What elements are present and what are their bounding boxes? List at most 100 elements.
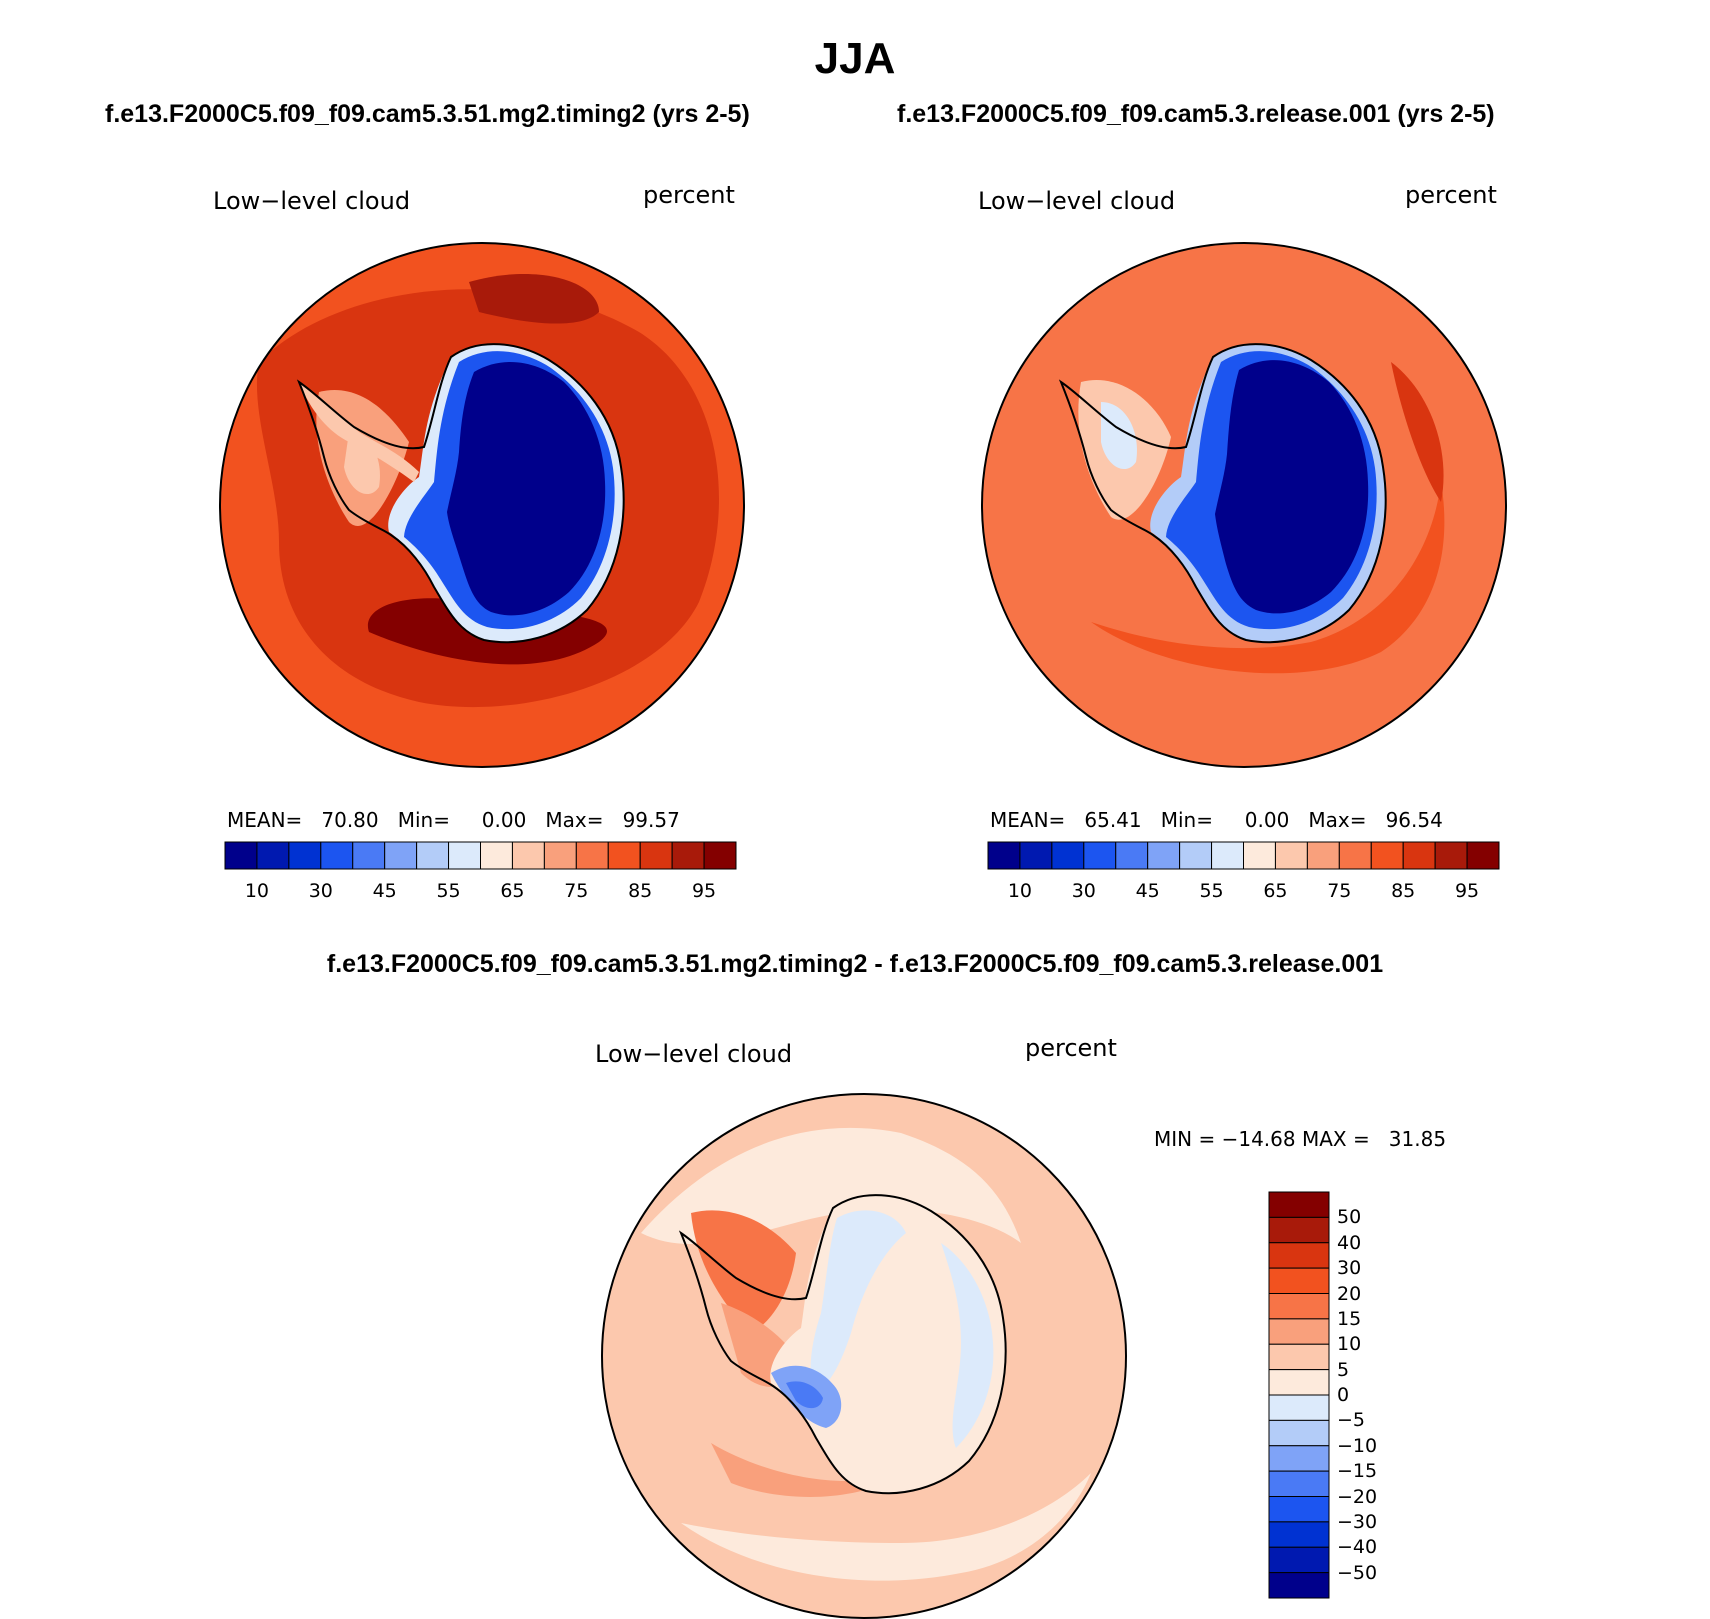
left-mean-value: 70.80 <box>321 808 379 832</box>
diff-colorbar-box <box>1268 1267 1330 1295</box>
left-colorbar-box <box>352 841 386 870</box>
right-ocean-lighter <box>1101 402 1137 470</box>
right-colorbar-box <box>1211 841 1244 870</box>
diff-colorbar-box <box>1268 1419 1330 1447</box>
right-colorbar-box <box>1370 841 1404 870</box>
left-colorbar-box <box>288 841 322 870</box>
left-colorbar-box <box>448 841 481 870</box>
diff-colorbar-tick: −50 <box>1337 1561 1378 1584</box>
diff-positive-west <box>691 1210 796 1333</box>
left-colorbar-box <box>511 841 545 870</box>
right-colorbar <box>987 841 1500 870</box>
left-variable-label: Low−level cloud <box>213 187 411 215</box>
right-colorbar-box <box>1115 841 1149 870</box>
right-colorbar-tick: 45 <box>1135 880 1160 902</box>
right-colorbar-box <box>1179 841 1213 870</box>
right-colorbar-tick: 65 <box>1263 880 1288 902</box>
diff-colorbar-box <box>1268 1445 1330 1472</box>
left-colorbar-tick: 45 <box>372 880 397 902</box>
right-coastline <box>1058 343 1387 644</box>
right-colorbar-box <box>1147 841 1181 870</box>
diff-colorbar-ticks: 50 40 30 20 15 10 5 0 −5 −10 −15 −20 −30 −40 −50 <box>1337 1192 1417 1598</box>
right-max-value: 96.54 <box>1385 808 1443 832</box>
diff-colorbar-tick: 5 <box>1337 1358 1350 1381</box>
left-colorbar-tick: 10 <box>244 880 270 902</box>
left-case-title: f.e13.F2000C5.f09_f09.cam5.3.51.mg2.timi… <box>105 100 750 128</box>
right-stats: MEAN= 65.41 Min= 0.00 Max= 96.54 <box>990 808 1443 832</box>
diff-colorbar <box>1268 1191 1330 1599</box>
right-colorbar-box <box>1051 841 1085 870</box>
left-colorbar-box <box>575 841 609 870</box>
left-colorbar-box <box>256 841 290 870</box>
left-colorbar-box <box>543 841 577 870</box>
diff-colorbar-box <box>1268 1191 1330 1218</box>
left-colorbar-tick: 95 <box>691 880 717 902</box>
diff-colorbar-box <box>1268 1521 1330 1548</box>
right-max-label: Max= <box>1308 808 1367 832</box>
right-colorbar-box <box>1274 841 1308 870</box>
diff-colorbar-box <box>1268 1572 1330 1599</box>
diff-minmax: MIN = −14.68 MAX = 31.85 <box>1154 1127 1447 1151</box>
left-colorbar-box <box>480 841 513 870</box>
left-stats: MEAN= 70.80 Min= 0.00 Max= 99.57 <box>227 808 680 832</box>
left-colorbar-tick: 65 <box>500 880 525 902</box>
right-colorbar-box <box>1019 841 1053 870</box>
left-colorbar-box <box>639 841 673 870</box>
right-cloud-east <box>1391 362 1444 502</box>
left-colorbar <box>224 841 737 870</box>
left-cloud-max-north <box>469 273 599 324</box>
left-colorbar-tick: 30 <box>308 880 333 902</box>
left-mean-label: MEAN= <box>227 808 303 832</box>
diff-colorbar-box <box>1268 1216 1330 1244</box>
right-colorbar-ticks: 10 30 45 55 65 75 85 95 <box>988 880 1499 904</box>
diff-colorbar-box <box>1268 1293 1330 1320</box>
right-case-title: f.e13.F2000C5.f09_f09.cam5.3.release.001… <box>897 100 1495 128</box>
right-colorbar-tick: 55 <box>1199 880 1224 902</box>
diff-colorbar-tick: 20 <box>1337 1282 1362 1305</box>
diff-colorbar-tick: −20 <box>1337 1485 1378 1508</box>
right-colorbar-box <box>1083 841 1117 870</box>
right-mean-value: 65.41 <box>1084 808 1142 832</box>
right-cloud-band <box>1091 482 1445 674</box>
left-colorbar-tick: 85 <box>628 880 653 902</box>
right-min-label: Min= <box>1160 808 1213 832</box>
left-max-label: Max= <box>545 808 604 832</box>
left-coastline <box>296 343 625 644</box>
right-colorbar-box <box>1402 841 1436 870</box>
diff-colorbar-tick: 10 <box>1337 1333 1362 1356</box>
diff-colorbar-tick: −40 <box>1337 1536 1378 1559</box>
diff-antarctica-neg-east <box>941 1243 994 1448</box>
left-colorbar-box <box>703 841 737 870</box>
diff-colorbar-tick: 40 <box>1337 1231 1362 1254</box>
diff-colorbar-box <box>1268 1343 1330 1371</box>
left-colorbar-tick: 55 <box>436 880 461 902</box>
left-polar-map <box>219 242 745 768</box>
right-colorbar-box <box>1306 841 1340 870</box>
diff-colorbar-tick: 0 <box>1337 1384 1350 1406</box>
left-colorbar-tick: 75 <box>564 880 589 902</box>
diff-colorbar-box <box>1268 1369 1330 1396</box>
left-min-label: Min= <box>397 808 450 832</box>
diff-coastline <box>678 1194 1007 1495</box>
diff-colorbar-tick: −10 <box>1337 1434 1378 1457</box>
left-colorbar-ticks: 10 30 45 55 65 75 85 95 <box>225 880 736 904</box>
diff-colorbar-tick: 30 <box>1337 1257 1362 1280</box>
right-colorbar-box <box>1434 841 1468 870</box>
left-max-value: 99.57 <box>622 808 680 832</box>
right-colorbar-tick: 10 <box>1007 880 1033 902</box>
right-mean-label: MEAN= <box>990 808 1066 832</box>
left-min-value: 0.00 <box>481 808 527 832</box>
diff-colorbar-tick: −5 <box>1337 1409 1366 1432</box>
right-colorbar-box <box>987 841 1021 870</box>
left-colorbar-box <box>607 841 641 870</box>
diff-polar-map <box>601 1093 1127 1619</box>
right-colorbar-box <box>1466 841 1500 870</box>
diff-negative-inner <box>786 1381 823 1409</box>
diff-case-title: f.e13.F2000C5.f09_f09.cam5.3.51.mg2.timi… <box>326 950 1384 978</box>
left-colorbar-box <box>384 841 418 870</box>
right-units-label: percent <box>1405 181 1497 209</box>
right-colorbar-tick: 75 <box>1327 880 1352 902</box>
diff-colorbar-box <box>1268 1242 1330 1269</box>
right-colorbar-tick: 85 <box>1391 880 1416 902</box>
diff-colorbar-box <box>1268 1546 1330 1574</box>
